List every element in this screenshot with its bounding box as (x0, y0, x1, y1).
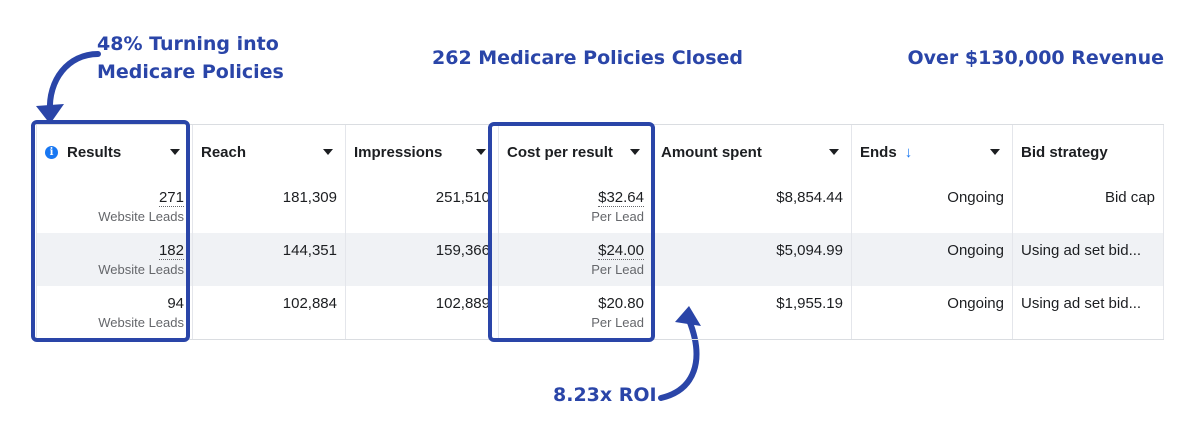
table-row[interactable]: 182 Website Leads 144,351 159,366 $24.00 P… (36, 233, 1164, 286)
cell-reach: 144,351 (192, 233, 345, 286)
caret-down-icon[interactable] (170, 149, 180, 155)
caret-down-icon[interactable] (630, 149, 640, 155)
results-subtext: Website Leads (98, 262, 184, 277)
column-header-label: Reach (201, 144, 247, 161)
table-row[interactable]: 94 Website Leads 102,884 102,889 $20.80 Pe… (36, 286, 1164, 339)
cost-subtext: Per Lead (591, 209, 644, 224)
column-header-label: Bid strategy (1021, 144, 1108, 161)
cell-bid-strategy: Using ad set bid... (1012, 286, 1164, 339)
cell-reach: 181,309 (192, 180, 345, 233)
results-value: 94 (167, 295, 184, 312)
caret-down-icon[interactable] (829, 149, 839, 155)
cost-value[interactable]: $24.00 (598, 242, 644, 260)
results-subtext: Website Leads (98, 315, 184, 330)
callout-policies-closed: 262 Medicare Policies Closed (432, 47, 744, 69)
caret-down-icon[interactable] (323, 149, 333, 155)
cell-ends: Ongoing (851, 180, 1012, 233)
column-header-ends[interactable]: Ends ↓ (851, 125, 1012, 180)
ads-table: i Results Reach Impressions Cost per res… (36, 124, 1164, 340)
cell-amount-spent: $1,955.19 (652, 286, 851, 339)
cell-impressions: 159,366 (345, 233, 498, 286)
cell-impressions: 251,510 (345, 180, 498, 233)
cell-results[interactable]: 182 Website Leads (36, 233, 192, 286)
cell-impressions: 102,889 (345, 286, 498, 339)
results-value[interactable]: 271 (158, 189, 184, 207)
cost-subtext: Per Lead (591, 262, 644, 277)
callout-conversion: 48% Turning into Medicare Policies (97, 30, 284, 86)
curved-arrow-icon (36, 51, 101, 124)
column-header-impressions[interactable]: Impressions (345, 125, 498, 180)
cell-results[interactable]: 94 Website Leads (36, 286, 192, 339)
cost-value: $20.80 (598, 295, 644, 312)
table-row[interactable]: 271 Website Leads 181,309 251,510 $32.64 P… (36, 180, 1164, 233)
caret-down-icon[interactable] (476, 149, 486, 155)
cell-bid-strategy: Using ad set bid... (1012, 233, 1164, 286)
cell-bid-strategy: Bid cap (1012, 180, 1164, 233)
column-header-label: Results (67, 144, 122, 161)
cell-cost[interactable]: $20.80 Per Lead (498, 286, 652, 339)
curved-arrow-icon (658, 306, 701, 401)
column-header-label: Impressions (354, 144, 443, 161)
cell-ends: Ongoing (851, 286, 1012, 339)
column-header-bid-strategy[interactable]: Bid strategy (1012, 125, 1164, 180)
callout-revenue: Over $130,000 Revenue (907, 47, 1164, 69)
info-icon[interactable]: i (45, 146, 58, 159)
sort-down-arrow-icon[interactable]: ↓ (904, 144, 913, 161)
column-header-label: Ends (860, 144, 897, 161)
cell-amount-spent: $8,854.44 (652, 180, 851, 233)
column-header-cost-per-result[interactable]: Cost per result (498, 125, 652, 180)
column-header-label: Amount spent (661, 144, 762, 161)
cell-amount-spent: $5,094.99 (652, 233, 851, 286)
results-value[interactable]: 182 (158, 242, 184, 260)
cell-reach: 102,884 (192, 286, 345, 339)
callout-conversion-line1: 48% Turning into (97, 33, 279, 55)
cell-ends: Ongoing (851, 233, 1012, 286)
cost-subtext: Per Lead (591, 315, 644, 330)
results-subtext: Website Leads (98, 209, 184, 224)
column-header-label: Cost per result (507, 144, 613, 161)
column-header-results[interactable]: i Results (36, 125, 192, 180)
cost-value[interactable]: $32.64 (598, 189, 644, 207)
cell-cost[interactable]: $24.00 Per Lead (498, 233, 652, 286)
table-header-row: i Results Reach Impressions Cost per res… (36, 125, 1164, 180)
cell-results[interactable]: 271 Website Leads (36, 180, 192, 233)
column-header-reach[interactable]: Reach (192, 125, 345, 180)
cell-cost[interactable]: $32.64 Per Lead (498, 180, 652, 233)
caret-down-icon[interactable] (990, 149, 1000, 155)
column-header-amount-spent[interactable]: Amount spent (652, 125, 851, 180)
callout-roi: 8.23x ROI (553, 384, 657, 406)
callout-conversion-line2: Medicare Policies (97, 61, 284, 83)
